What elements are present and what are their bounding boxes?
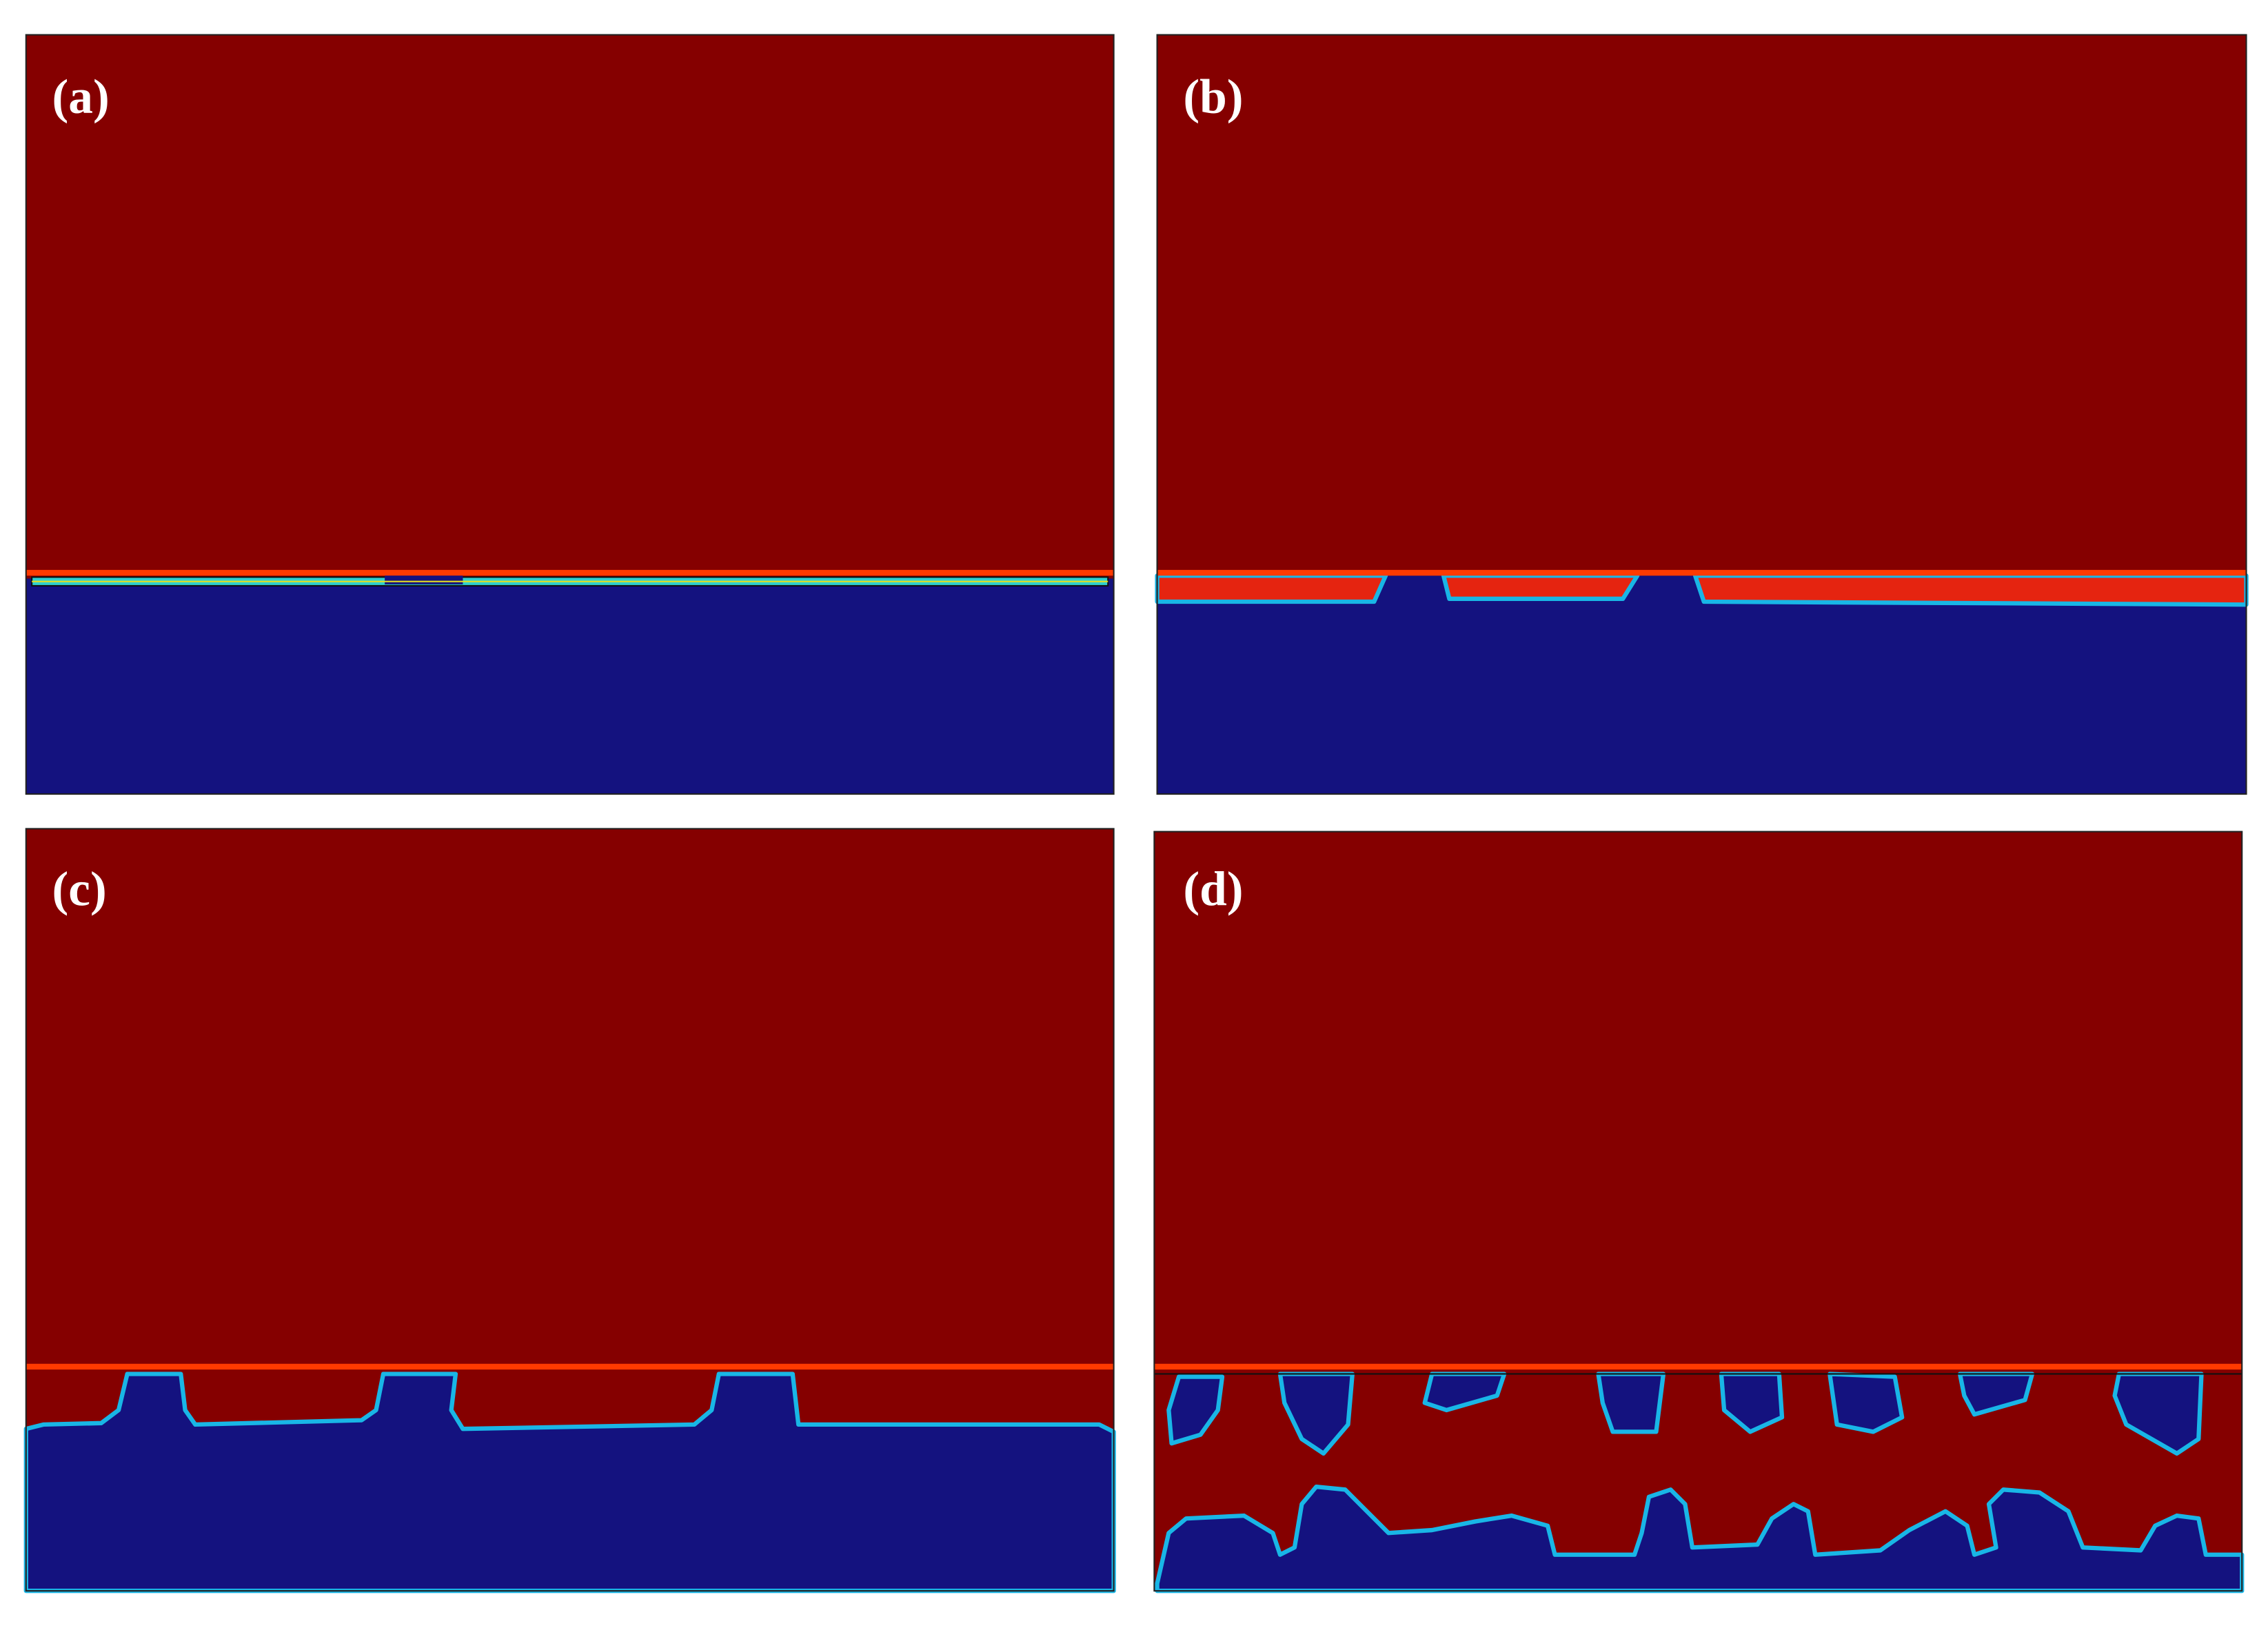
frame xyxy=(1153,831,2243,1592)
frame xyxy=(25,828,1115,1592)
field xyxy=(1154,831,2242,1591)
field xyxy=(26,578,1114,795)
panel-label: (b) xyxy=(1183,70,1243,124)
layer xyxy=(1155,573,2249,607)
panel-c: (c) xyxy=(23,828,1116,1593)
panel-b: (b) xyxy=(1155,34,2249,795)
substrate xyxy=(23,1372,1116,1593)
panel-label: (d) xyxy=(1183,862,1243,917)
frame xyxy=(25,34,1115,795)
substrate xyxy=(1155,1484,2245,1593)
panel-d: (d) xyxy=(1153,831,2245,1593)
field xyxy=(1157,34,2247,576)
panel-label: (c) xyxy=(52,862,107,917)
cavity xyxy=(1166,1372,2204,1456)
panel-label: (a) xyxy=(52,70,110,124)
gap xyxy=(385,575,463,584)
frame xyxy=(1156,34,2247,795)
panel-a: (a) xyxy=(25,34,1115,795)
